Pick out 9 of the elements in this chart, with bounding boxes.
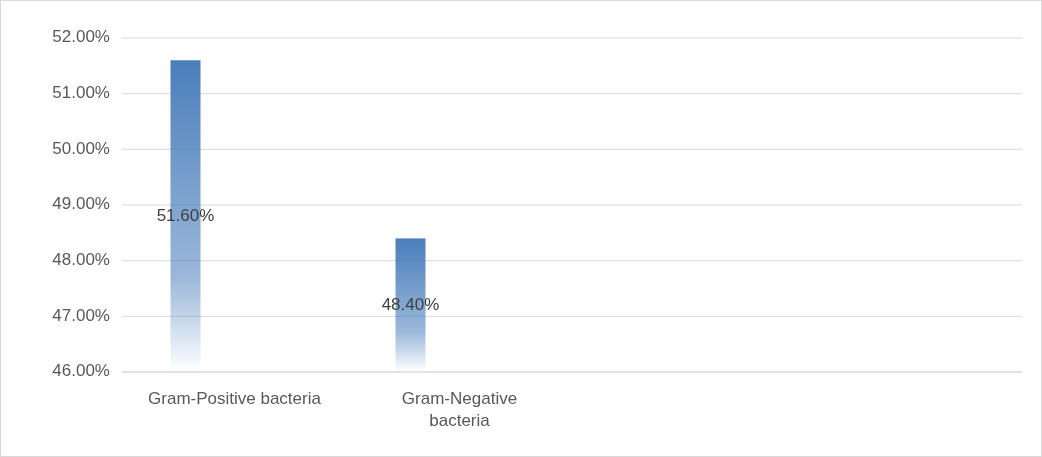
- y-tick-label: 49.00%: [52, 194, 110, 214]
- y-tick-label: 47.00%: [52, 305, 110, 325]
- x-tick-label: Gram-Negative bacteria: [401, 389, 518, 430]
- y-tick-label: 51.00%: [52, 83, 110, 103]
- y-tick-label: 48.00%: [52, 250, 110, 270]
- y-tick-label: 50.00%: [52, 138, 110, 158]
- y-tick-label: 46.00%: [52, 361, 110, 381]
- x-tick-label: Gram-Positive bacteria: [148, 389, 322, 408]
- y-tick-label: 52.00%: [52, 27, 110, 47]
